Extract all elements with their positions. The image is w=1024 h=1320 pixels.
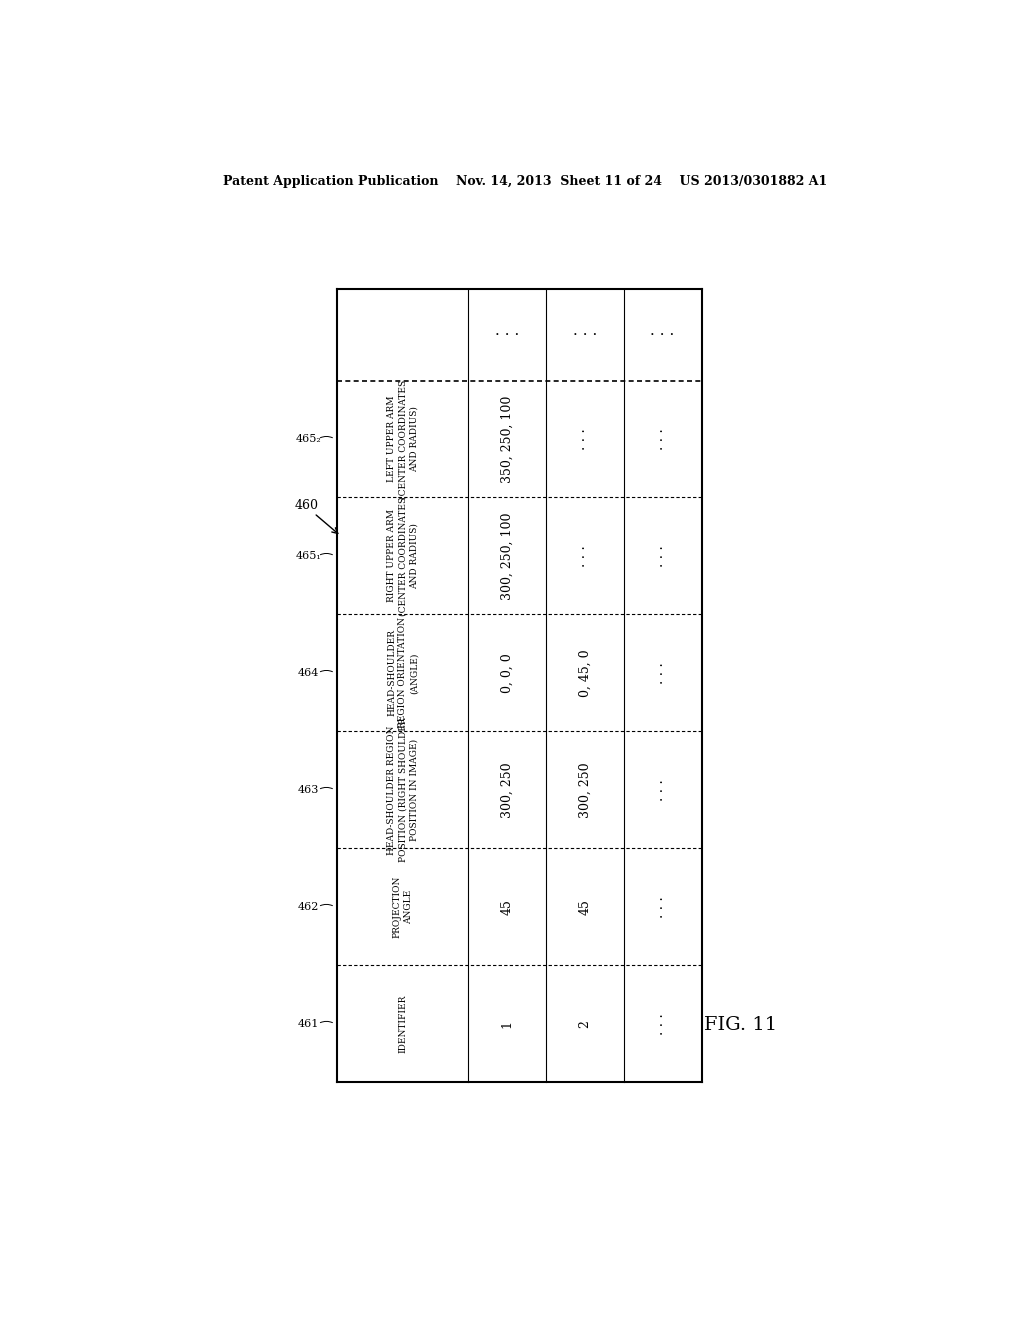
Text: 45: 45 bbox=[579, 899, 592, 915]
Text: HEAD-SHOULDER
REGION ORIENTATION
(ANGLE): HEAD-SHOULDER REGION ORIENTATION (ANGLE) bbox=[387, 618, 419, 729]
Text: RIGHT UPPER ARM
(CENTER COORDINATES
AND RADIUS): RIGHT UPPER ARM (CENTER COORDINATES AND … bbox=[387, 496, 419, 615]
Text: 300, 250, 100: 300, 250, 100 bbox=[501, 512, 514, 599]
Text: · · ·: · · · bbox=[572, 327, 597, 342]
Text: · · ·: · · · bbox=[655, 663, 670, 684]
Text: · · ·: · · · bbox=[655, 428, 670, 450]
Text: 45: 45 bbox=[501, 899, 514, 915]
Text: 0, 0, 0: 0, 0, 0 bbox=[501, 653, 514, 693]
Text: 1: 1 bbox=[501, 1020, 514, 1028]
Text: 460: 460 bbox=[294, 499, 318, 512]
Text: 0, 45, 0: 0, 45, 0 bbox=[579, 649, 592, 697]
Text: IDENTIFIER: IDENTIFIER bbox=[398, 995, 408, 1053]
Text: Patent Application Publication    Nov. 14, 2013  Sheet 11 of 24    US 2013/03018: Patent Application Publication Nov. 14, … bbox=[222, 176, 827, 187]
Text: · · ·: · · · bbox=[655, 896, 670, 917]
Text: 464: 464 bbox=[298, 668, 319, 678]
Text: FIG. 11: FIG. 11 bbox=[703, 1015, 777, 1034]
Text: PROJECTION
ANGLE: PROJECTION ANGLE bbox=[393, 875, 413, 939]
Text: 465₂: 465₂ bbox=[296, 434, 322, 444]
Text: 462: 462 bbox=[298, 902, 319, 912]
Text: 463: 463 bbox=[298, 785, 319, 795]
Text: 2: 2 bbox=[579, 1020, 592, 1028]
Text: · · ·: · · · bbox=[578, 545, 592, 566]
Text: 300, 250: 300, 250 bbox=[579, 762, 592, 818]
Text: · · ·: · · · bbox=[495, 327, 519, 342]
Text: 461: 461 bbox=[298, 1019, 319, 1028]
Text: · · ·: · · · bbox=[578, 428, 592, 450]
Text: · · ·: · · · bbox=[650, 327, 675, 342]
Text: 465₁: 465₁ bbox=[296, 550, 322, 561]
Text: · · ·: · · · bbox=[655, 545, 670, 566]
Text: · · ·: · · · bbox=[655, 779, 670, 801]
Text: LEFT UPPER ARM
(CENTER COORDINATES
AND RADIUS): LEFT UPPER ARM (CENTER COORDINATES AND R… bbox=[387, 379, 419, 499]
Text: 350, 250, 100: 350, 250, 100 bbox=[501, 395, 514, 483]
Text: 300, 250: 300, 250 bbox=[501, 762, 514, 818]
Text: HEAD-SHOULDER REGION
POSITION (RIGHT SHOULDER
POSITION IN IMAGE): HEAD-SHOULDER REGION POSITION (RIGHT SHO… bbox=[387, 718, 419, 862]
Text: · · ·: · · · bbox=[655, 1012, 670, 1035]
